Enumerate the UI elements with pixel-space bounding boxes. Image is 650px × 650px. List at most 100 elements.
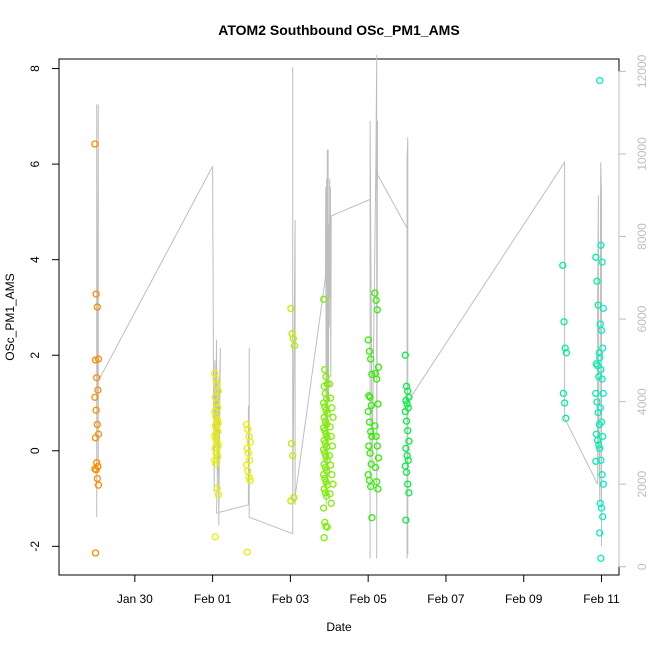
data-point — [321, 427, 329, 435]
data-point — [91, 465, 99, 473]
data-point — [246, 476, 254, 485]
data-point — [368, 370, 376, 378]
y-tick-label: 8 — [28, 65, 42, 72]
data-point — [93, 474, 101, 483]
data-point — [94, 386, 102, 394]
data-point — [321, 417, 330, 425]
data-point — [211, 407, 219, 416]
data-point — [329, 480, 337, 488]
data-point — [211, 444, 219, 453]
data-point — [92, 466, 100, 474]
data-point — [401, 351, 409, 359]
data-point — [320, 485, 328, 493]
data-point — [328, 404, 336, 412]
data-point — [327, 432, 335, 441]
data-point — [323, 523, 331, 531]
data-point — [244, 449, 253, 457]
data-point — [326, 461, 335, 469]
data-point — [592, 253, 600, 261]
data-point — [244, 425, 252, 433]
data-point — [599, 389, 607, 398]
data-point — [321, 365, 329, 374]
data-point — [598, 375, 606, 383]
right-axis-line-layer — [96, 54, 602, 559]
data-point — [319, 471, 328, 479]
data-point — [402, 382, 411, 390]
data-point — [213, 484, 221, 492]
data-point — [91, 356, 100, 364]
data-point — [325, 451, 334, 460]
data-point — [404, 480, 412, 488]
data-point — [326, 490, 334, 498]
y-axis-label: OSc_PM1_AMS — [3, 273, 17, 360]
data-point — [599, 513, 607, 521]
data-point — [560, 318, 568, 326]
data-point — [374, 454, 383, 462]
data-point — [242, 420, 251, 429]
data-point — [365, 392, 373, 400]
data-point — [328, 442, 337, 450]
data-point — [319, 295, 328, 303]
data-point — [213, 416, 221, 424]
data-point — [91, 140, 99, 148]
data-point — [289, 451, 297, 460]
data-point — [319, 399, 328, 407]
data-point — [93, 420, 101, 429]
data-point — [287, 439, 296, 448]
x-tick-label: Feb 09 — [505, 592, 543, 606]
data-point — [368, 432, 376, 441]
data-point — [214, 387, 222, 395]
data-point — [599, 480, 607, 488]
data-point — [214, 491, 222, 499]
x-axis: Jan 30 Feb 01 Feb 03 Feb 05 Feb 07 Feb 09 Feb … — [117, 574, 620, 606]
data-point — [404, 427, 412, 435]
data-point — [287, 497, 295, 505]
data-point — [597, 326, 606, 335]
x-tick-label: Feb 11 — [583, 592, 620, 606]
y2-tick-label: 8000 — [635, 223, 649, 250]
data-point — [368, 514, 376, 522]
data-point — [597, 418, 606, 426]
data-point — [595, 441, 603, 449]
data-point — [593, 277, 601, 285]
data-point — [598, 258, 606, 266]
data-point — [596, 404, 604, 412]
data-point — [322, 406, 330, 414]
data-point — [91, 393, 99, 401]
y2-tick-label: 10000 — [635, 137, 649, 171]
data-point — [320, 534, 328, 542]
data-point — [212, 412, 220, 421]
data-point — [325, 380, 334, 388]
data-point — [211, 456, 219, 464]
data-point — [405, 437, 413, 445]
data-point — [596, 353, 604, 362]
data-point — [212, 435, 220, 443]
y-axis-left: -2 0 2 4 6 8 — [28, 65, 60, 552]
data-point — [93, 303, 101, 311]
data-point — [402, 468, 411, 476]
data-point — [367, 401, 375, 410]
data-point — [403, 451, 411, 460]
data-point — [404, 456, 412, 464]
data-point — [244, 467, 252, 475]
data-point — [597, 241, 605, 249]
data-point — [596, 444, 604, 453]
data-point — [326, 394, 335, 402]
data-point — [92, 406, 100, 414]
data-point — [91, 549, 100, 557]
y-tick-label: 0 — [28, 447, 42, 454]
data-point — [597, 456, 605, 464]
data-point — [212, 460, 220, 468]
data-point — [402, 417, 411, 425]
data-point — [212, 399, 221, 407]
data-point — [592, 457, 600, 465]
data-point — [212, 449, 221, 457]
data-point — [92, 290, 100, 298]
data-point — [321, 489, 330, 497]
data-point — [403, 400, 411, 408]
data-point — [364, 336, 372, 344]
y2-tick-label: 6000 — [635, 305, 649, 332]
data-point — [371, 422, 379, 430]
data-point — [367, 355, 375, 363]
data-point — [599, 432, 607, 441]
